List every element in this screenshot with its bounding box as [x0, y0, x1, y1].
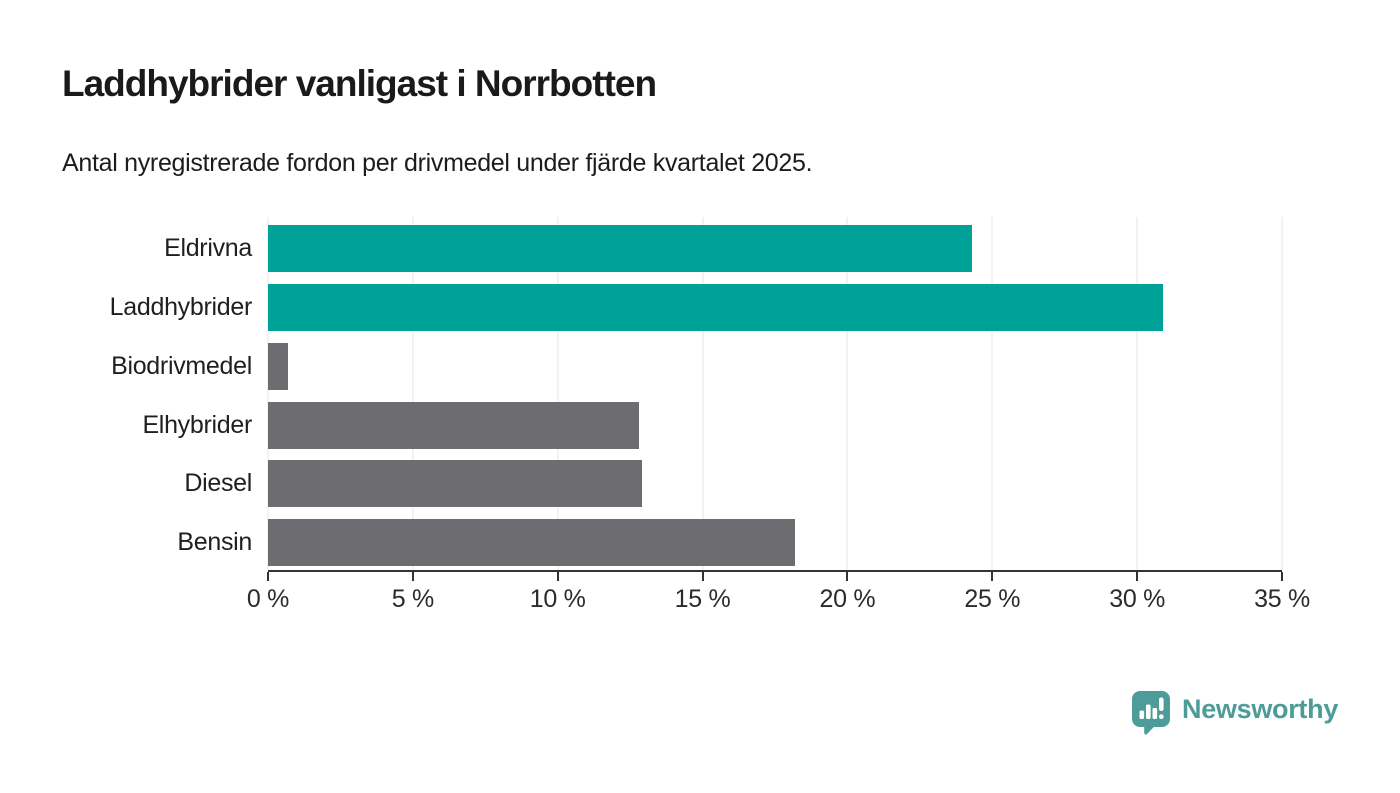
bar-biodrivmedel [268, 342, 289, 390]
category-labels: Eldrivna Laddhybrider Biodrivmedel Elhybrid… [0, 217, 253, 570]
gridline [991, 217, 993, 570]
axis-tick [1281, 572, 1283, 581]
axis-tick [991, 572, 994, 581]
bar-diesel [268, 460, 642, 508]
bar-laddhybrider [268, 283, 1164, 331]
axis-tick [1136, 572, 1139, 581]
newsworthy-logo: Newsworthy [1131, 690, 1338, 738]
gridline [702, 217, 704, 570]
newsworthy-pin-bar-chart-icon [1132, 691, 1170, 735]
axis-tick-label: 25 % [964, 585, 1021, 613]
chart-title: Laddhybrider vanligast i Norrbotten [62, 63, 657, 104]
axis-tick-label: 30 % [1109, 585, 1166, 613]
bar-elhybrider [268, 401, 639, 449]
category-label-biodrivmedel: Biodrivmedel [111, 351, 252, 380]
brand-name: Newsworthy [1182, 694, 1339, 724]
axis-tick-label: 20 % [819, 585, 876, 613]
axis-tick [267, 572, 269, 581]
axis-tick [556, 572, 559, 581]
axis-tick-label: 5 % [391, 585, 434, 613]
category-label-eldrivna: Eldrivna [164, 234, 252, 262]
category-label-elhybrider: Elhybrider [142, 410, 252, 439]
category-label-diesel: Diesel [184, 469, 252, 498]
axis-tick-label: 10 % [529, 585, 586, 613]
plot-area [267, 217, 1283, 572]
bar-eldrivna [268, 225, 972, 272]
gridline [557, 217, 559, 570]
axis-tick [411, 572, 414, 581]
gridline [846, 217, 848, 570]
gridline [267, 217, 269, 570]
chart-subtitle: Antal nyregistrerade fordon per drivmede… [62, 149, 813, 177]
bar-bensin [268, 519, 796, 567]
axis-tick-label: 35 % [1254, 585, 1310, 613]
gridline [1136, 217, 1138, 570]
x-axis: 0 % 5 % 10 % 15 % 20 % 25 % 30 % 35 % [247, 572, 1310, 632]
axis-tick [846, 572, 849, 581]
axis-tick-label: 0 % [246, 585, 290, 613]
gridline [412, 217, 414, 570]
axis-tick-label: 15 % [674, 585, 731, 613]
category-label-laddhybrider: Laddhybrider [109, 292, 253, 321]
axis-tick [701, 572, 704, 581]
gridline [1281, 217, 1283, 570]
category-label-bensin: Bensin [177, 528, 252, 557]
